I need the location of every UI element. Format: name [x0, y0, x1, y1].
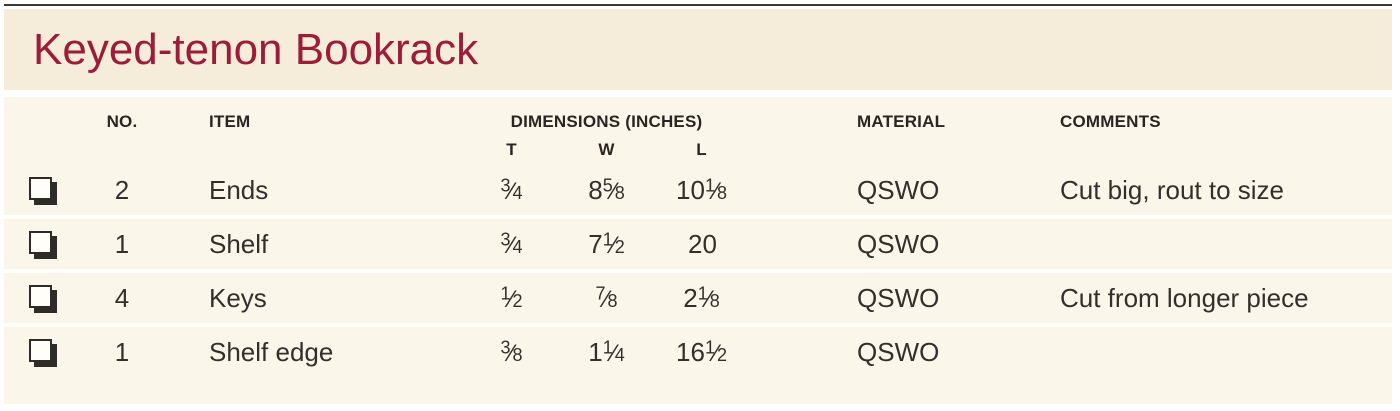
cell-material: QSWO — [857, 282, 940, 313]
cell-item: Ends — [209, 174, 269, 205]
cell-thickness: 3⁄8 — [500, 336, 523, 367]
column-header-thickness: T — [506, 140, 517, 159]
checkbox-icon[interactable] — [29, 231, 52, 254]
column-header-no: NO. — [106, 112, 138, 131]
header-check-spacer — [4, 122, 82, 123]
cell-no: 1 — [114, 228, 130, 259]
cell-comments: Cut from longer piece — [1060, 282, 1309, 313]
header-gap-spacer — [749, 122, 849, 123]
cell-length: 101⁄8 — [676, 174, 727, 205]
title-band: Keyed-tenon Bookrack — [4, 9, 1392, 90]
cell-material: QSWO — [857, 336, 940, 367]
column-header-item: ITEM — [209, 112, 251, 131]
cell-thickness: 3⁄4 — [500, 174, 523, 205]
cell-thickness: 3⁄4 — [500, 228, 523, 259]
checkbox-icon[interactable] — [29, 339, 52, 362]
cell-length: 161⁄2 — [676, 336, 727, 367]
column-header-dimensions: DIMENSIONS (INCHES) — [510, 112, 703, 131]
cell-width: 7⁄8 — [595, 282, 618, 313]
cell-item: Keys — [209, 282, 267, 313]
column-header-length: L — [696, 140, 707, 159]
top-rule — [4, 4, 1392, 6]
table-row: 2 Ends 3⁄4 85⁄8 101⁄8 QSWO Cut big, rout… — [4, 165, 1392, 219]
cell-width: 71⁄2 — [588, 228, 625, 259]
checkbox-icon[interactable] — [29, 177, 52, 200]
table-row: 1 Shelf edge 3⁄8 11⁄4 161⁄2 QSWO — [4, 327, 1392, 377]
cell-width: 85⁄8 — [588, 174, 625, 205]
column-header-material: MATERIAL — [857, 112, 946, 131]
cell-width: 11⁄4 — [588, 336, 625, 367]
cut-list-table: NO. ITEM DIMENSIONS (INCHES) MATERIAL CO… — [4, 97, 1392, 404]
checkbox-icon[interactable] — [29, 285, 52, 308]
cell-thickness: 1⁄2 — [500, 282, 523, 313]
cell-comments — [1004, 352, 1392, 353]
page-title: Keyed-tenon Bookrack — [33, 24, 479, 74]
cell-no: 1 — [114, 336, 130, 367]
cell-material: QSWO — [857, 228, 940, 259]
cell-comments: Cut big, rout to size — [1060, 174, 1284, 205]
cell-no: 2 — [114, 174, 130, 205]
cell-comments — [1004, 244, 1392, 245]
cell-item: Shelf edge — [209, 336, 334, 367]
table-subheader-row: T W L — [4, 135, 1392, 165]
table-row: 4 Keys 1⁄2 7⁄8 21⁄8 QSWO Cut from longer… — [4, 273, 1392, 327]
table-header-row: NO. ITEM DIMENSIONS (INCHES) MATERIAL CO… — [4, 112, 1392, 132]
cell-material: QSWO — [857, 174, 940, 205]
cell-item: Shelf — [209, 228, 269, 259]
column-header-width: W — [598, 140, 615, 159]
cut-list-panel: Keyed-tenon Bookrack NO. ITEM DIMENSIONS… — [4, 0, 1392, 404]
cell-no: 4 — [114, 282, 130, 313]
cell-length: 21⁄8 — [683, 282, 720, 313]
column-header-comments: COMMENTS — [1060, 112, 1161, 131]
cell-length: 20 — [688, 228, 717, 259]
table-row: 1 Shelf 3⁄4 71⁄2 20 QSWO — [4, 219, 1392, 273]
